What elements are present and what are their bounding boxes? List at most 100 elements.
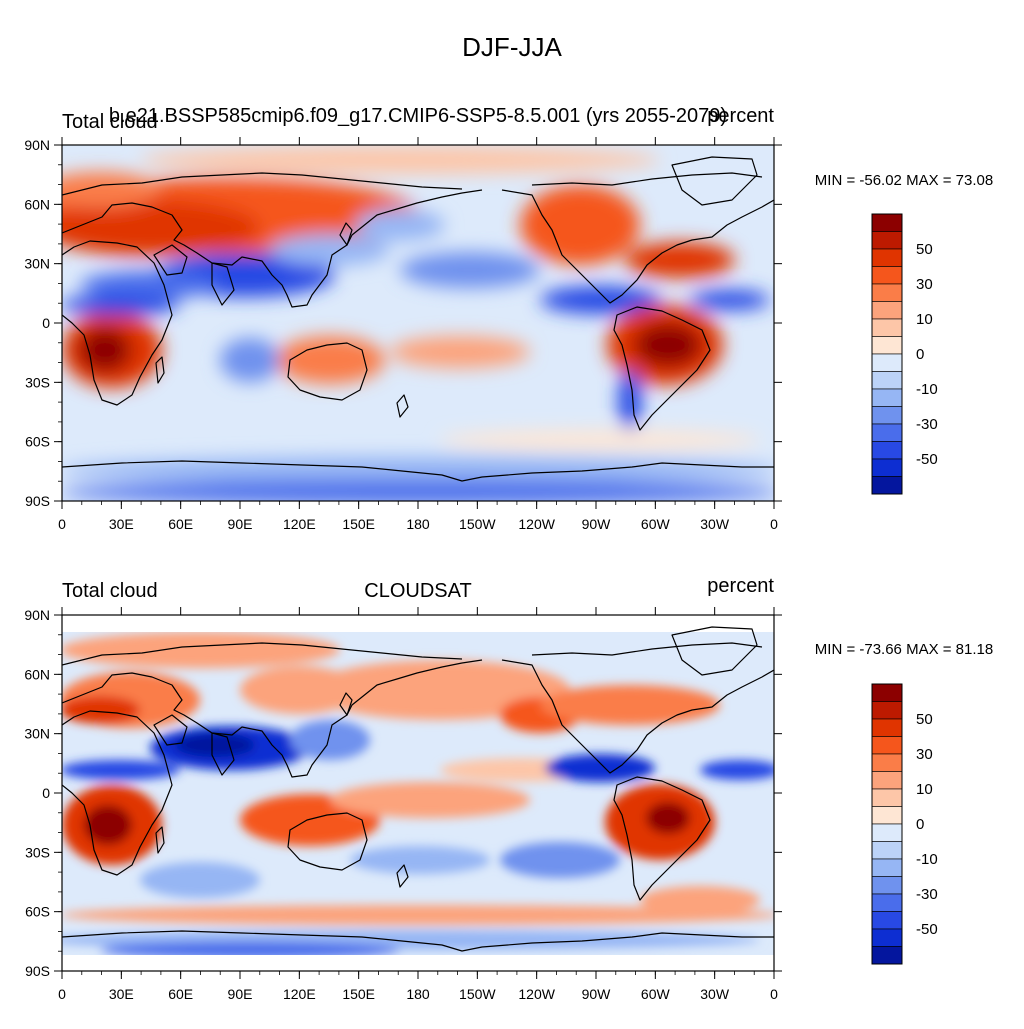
- colorbar-label-top: 0: [916, 346, 924, 363]
- colorbar-swatch-bottom: [871, 736, 903, 755]
- lat-label-bottom: 0: [42, 785, 50, 801]
- lat-label-bottom: 60N: [24, 666, 50, 682]
- colorbar-label-top: 50: [916, 241, 933, 258]
- lon-label-top: 120W: [518, 516, 555, 532]
- lat-label-top: 90N: [24, 137, 50, 153]
- colorbar-label-top: -30: [916, 416, 938, 433]
- colorbar-swatch-bottom: [871, 823, 903, 842]
- colorbar-swatch-top: [871, 266, 903, 285]
- panel-bottom-center-label: CLOUDSAT: [364, 580, 471, 602]
- lat-label-bottom: 30N: [24, 726, 50, 742]
- colorbar-swatch-top: [871, 406, 903, 425]
- figure-title: DJF-JJA: [462, 32, 562, 62]
- colorbar-swatch-top: [871, 213, 903, 232]
- map-top: [62, 145, 774, 501]
- panel-top-left-label: Total cloud: [62, 111, 158, 133]
- colorbar-swatch-top: [871, 231, 903, 250]
- colorbar-label-top: 30: [916, 276, 933, 293]
- colorbar-label-bottom: 50: [916, 711, 933, 728]
- colorbar-swatch-top: [871, 441, 903, 460]
- lon-label-top: 60W: [641, 516, 671, 532]
- colorbar-swatch-top: [871, 476, 903, 495]
- colorbar-label-top: -50: [916, 451, 938, 468]
- lon-label-bottom: 150E: [342, 986, 375, 1002]
- colorbar-swatch-bottom: [871, 753, 903, 772]
- lon-label-top: 150W: [459, 516, 496, 532]
- lon-label-bottom: 0: [58, 986, 66, 1002]
- colorbar-swatch-top: [871, 423, 903, 442]
- colorbar-swatch-bottom: [871, 946, 903, 965]
- colorbar-frame-top: [871, 213, 903, 495]
- colorbar-label-bottom: -50: [916, 921, 938, 938]
- lon-label-top: 0: [770, 516, 778, 532]
- lon-label-bottom: 90W: [582, 986, 612, 1002]
- lat-label-bottom: 90S: [25, 963, 50, 979]
- lon-label-top: 90W: [582, 516, 612, 532]
- colorbar-label-bottom: 30: [916, 746, 933, 763]
- colorbar-swatch-top: [871, 388, 903, 407]
- lat-label-top: 30S: [25, 374, 50, 390]
- lat-label-top: 60N: [24, 196, 50, 212]
- colorbar-label-bottom: 10: [916, 781, 933, 798]
- lat-label-top: 30N: [24, 256, 50, 272]
- lon-label-bottom: 30E: [109, 986, 134, 1002]
- colorbar-top: 50 30 10 0 -10 -30 -50: [871, 213, 938, 495]
- colorbar-swatch-bottom: [871, 893, 903, 912]
- map-bottom-ticks: 90N 60N 30N 0 30S 60S 90S 0 30E 60E 90E 120E 150E 180…: [24, 607, 782, 1002]
- lon-label-top: 0: [58, 516, 66, 532]
- colorbar-label-top: 10: [916, 311, 933, 328]
- colorbar-swatch-bottom: [871, 911, 903, 930]
- panel-bottom-right-label: percent: [707, 575, 774, 597]
- panel-bottom-stats: MIN = -73.66 MAX = 81.18: [815, 641, 993, 658]
- colorbar-swatch-bottom: [871, 928, 903, 947]
- panel-top: Total cloud b.e21.BSSP585cmip6.f09_g17.C…: [24, 105, 993, 532]
- lon-label-bottom: 60W: [641, 986, 671, 1002]
- lon-label-bottom: 120E: [283, 986, 316, 1002]
- lon-label-top: 180: [406, 516, 430, 532]
- panel-top-stats: MIN = -56.02 MAX = 73.08: [815, 172, 993, 189]
- map-bottom: [62, 615, 774, 971]
- colorbar-frame-bottom: [871, 683, 903, 965]
- lat-label-top: 0: [42, 315, 50, 331]
- lat-label-top: 90S: [25, 493, 50, 509]
- lon-label-top: 90E: [228, 516, 253, 532]
- lon-label-bottom: 0: [770, 986, 778, 1002]
- lat-label-bottom: 60S: [25, 904, 50, 920]
- lat-label-bottom: 30S: [25, 844, 50, 860]
- colorbar-label-bottom: -30: [916, 886, 938, 903]
- panel-top-center-label: b.e21.BSSP585cmip6.f09_g17.CMIP6-SSP5-8.…: [109, 105, 727, 127]
- colorbar-swatch-bottom: [871, 806, 903, 825]
- lat-label-bottom: 90N: [24, 607, 50, 623]
- colorbar-swatch-top: [871, 458, 903, 477]
- colorbar-swatch-bottom: [871, 771, 903, 790]
- lon-label-top: 60E: [168, 516, 193, 532]
- colorbar-swatch-bottom: [871, 701, 903, 720]
- lon-label-bottom: 90E: [228, 986, 253, 1002]
- colorbar-swatch-bottom: [871, 858, 903, 877]
- colorbar-bottom: 50 30 10 0 -10 -30 -50: [871, 683, 938, 965]
- lon-label-bottom: 30W: [700, 986, 730, 1002]
- colorbar-swatch-top: [871, 371, 903, 390]
- lon-label-top: 120E: [283, 516, 316, 532]
- colorbar-swatch-top: [871, 353, 903, 372]
- colorbar-swatch-bottom: [871, 876, 903, 895]
- lon-label-bottom: 180: [406, 986, 430, 1002]
- colorbar-swatch-bottom: [871, 683, 903, 702]
- colorbar-swatch-bottom: [871, 788, 903, 807]
- lon-label-bottom: 150W: [459, 986, 496, 1002]
- lon-label-bottom: 120W: [518, 986, 555, 1002]
- panel-bottom: Total cloud CLOUDSAT percent: [24, 575, 993, 1002]
- lon-label-top: 30E: [109, 516, 134, 532]
- panel-bottom-left-label: Total cloud: [62, 580, 158, 602]
- lon-label-top: 150E: [342, 516, 375, 532]
- colorbar-swatch-bottom: [871, 841, 903, 860]
- panel-top-right-label: percent: [707, 105, 774, 127]
- colorbar-swatch-top: [871, 283, 903, 302]
- colorbar-swatch-top: [871, 301, 903, 320]
- lon-label-top: 30W: [700, 516, 730, 532]
- lat-label-top: 60S: [25, 434, 50, 450]
- colorbar-label-bottom: 0: [916, 816, 924, 833]
- colorbar-swatch-top: [871, 248, 903, 267]
- colorbar-swatch-bottom: [871, 718, 903, 737]
